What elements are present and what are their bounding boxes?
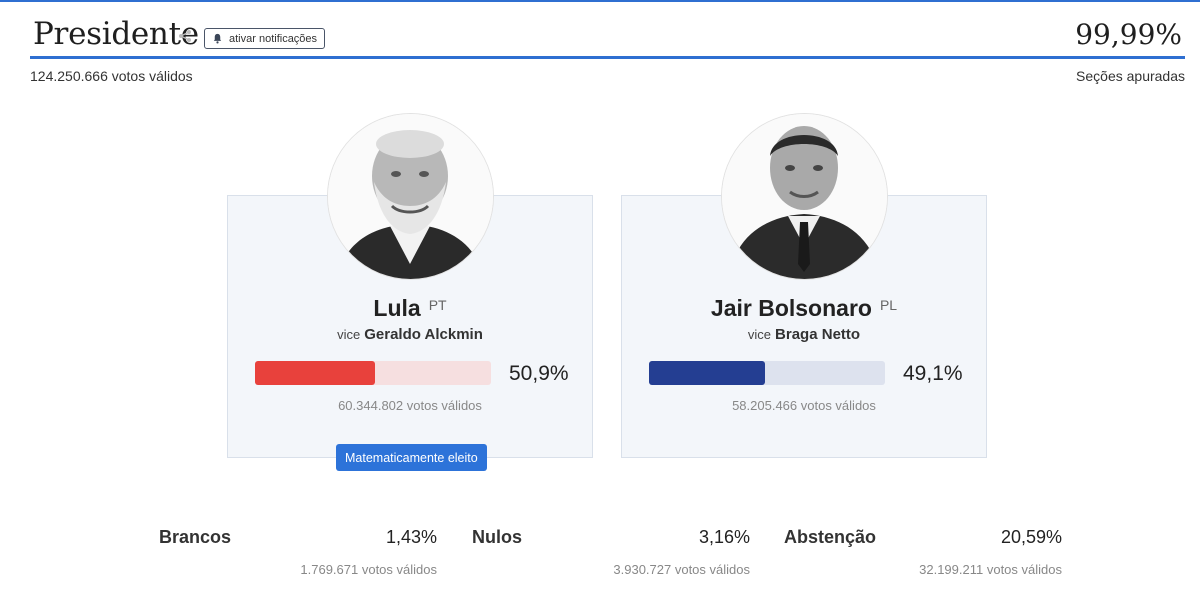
candidate-party: PL bbox=[879, 297, 898, 313]
vice-label: vice bbox=[747, 327, 772, 342]
candidate-name-line: Jair Bolsonaro PL bbox=[621, 295, 987, 322]
enable-notifications-label: ativar notificações bbox=[229, 32, 318, 45]
bell-icon bbox=[213, 33, 222, 44]
vice-line: vice Geraldo Alckmin bbox=[227, 326, 593, 344]
vote-count: 60.344.802 votos válidos bbox=[338, 398, 482, 413]
vote-share-bar bbox=[649, 361, 885, 385]
candidate-photo-bolsonaro bbox=[721, 113, 888, 280]
vote-share-bar bbox=[255, 361, 491, 385]
stat-votes: 3.930.727 votos válidos bbox=[613, 562, 750, 577]
share-icon[interactable] bbox=[178, 29, 192, 43]
candidate-party: PT bbox=[428, 297, 447, 313]
header-divider bbox=[30, 56, 1185, 59]
stat-percent: 1,43% bbox=[385, 527, 437, 547]
page-title: Presidente bbox=[33, 16, 199, 52]
stat-votes: 32.199.211 votos válidos bbox=[919, 562, 1062, 577]
stat-percent: 3,16% bbox=[698, 527, 750, 547]
stat-label: Abstenção bbox=[784, 527, 877, 547]
vote-percent: 50,9% bbox=[509, 362, 569, 385]
elected-badge[interactable]: Matematicamente eleito bbox=[336, 444, 487, 471]
candidate-name: Lula bbox=[373, 295, 421, 321]
vice-line: vice Braga Netto bbox=[621, 326, 987, 344]
stat-votes: 1.769.671 votos válidos bbox=[300, 562, 437, 577]
vice-label: vice bbox=[337, 327, 361, 342]
vote-percent: 49,1% bbox=[903, 362, 963, 385]
stat-label: Nulos bbox=[472, 527, 523, 547]
vote-share-bar-fill bbox=[255, 361, 376, 385]
total-valid-votes: 124.250.666 votos válidos bbox=[30, 68, 193, 84]
vote-share-bar-fill bbox=[649, 361, 765, 385]
vote-count: 58.205.466 votos válidos bbox=[732, 398, 876, 413]
candidate-name: Jair Bolsonaro bbox=[710, 295, 872, 321]
stat-label: Brancos bbox=[159, 527, 232, 547]
counted-percent: 99,99% bbox=[1075, 18, 1182, 51]
vice-name: Geraldo Alckmin bbox=[364, 326, 483, 343]
enable-notifications-button[interactable]: ativar notificações bbox=[204, 28, 326, 49]
candidate-photo-lula bbox=[327, 113, 494, 280]
candidate-name-line: Lula PT bbox=[227, 295, 593, 322]
vice-name: Braga Netto bbox=[775, 326, 861, 343]
sections-counted-label: Seções apuradas bbox=[1076, 68, 1185, 84]
stat-percent: 20,59% bbox=[1000, 527, 1062, 547]
